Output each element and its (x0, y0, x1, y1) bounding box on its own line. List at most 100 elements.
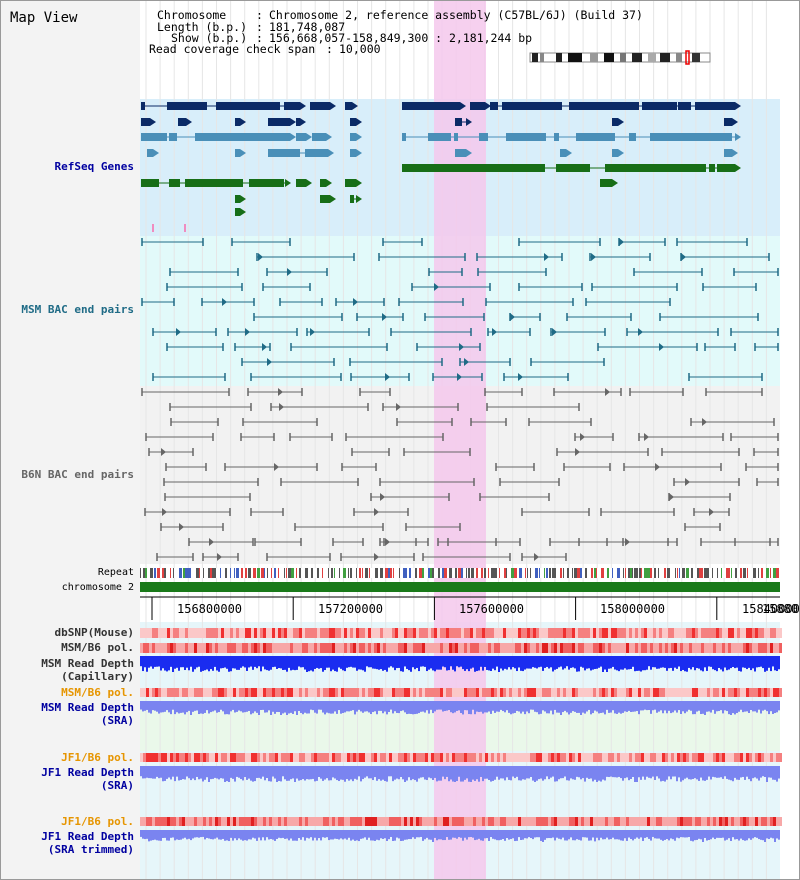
heat-cell (779, 753, 782, 762)
depth-bar (696, 766, 698, 780)
jf1-depth-trim-label[interactable]: JF1 Read Depth (SRA trimmed) (41, 830, 134, 856)
depth-bar (610, 656, 612, 669)
gene-exon (285, 133, 290, 141)
depth-bar (642, 766, 644, 777)
heat-cell (527, 753, 530, 762)
gene-exon (296, 133, 306, 141)
msm-depth-cap-label[interactable]: MSM Read Depth (Capillary) (41, 657, 134, 683)
depth-bar (150, 656, 152, 667)
gene-strand-arrow (306, 179, 312, 187)
jf1-b6-pol-label[interactable]: JF1/B6 pol. (61, 751, 134, 764)
depth-bar (424, 656, 426, 667)
repeat-element (669, 568, 670, 578)
depth-bar (298, 701, 300, 712)
depth-bar (458, 766, 460, 777)
depth-bar (428, 701, 430, 714)
msm-b6-pol2-label[interactable]: MSM/B6 pol. (61, 686, 134, 699)
depth-bar (442, 701, 444, 712)
depth-bar (440, 766, 442, 781)
depth-bar (658, 656, 660, 669)
gene-exon (238, 179, 243, 187)
heat-cell (461, 643, 464, 653)
coverage-value: 10,000 (339, 42, 381, 56)
heat-cell (719, 753, 722, 762)
heat-cell (638, 817, 641, 826)
depth-bar (586, 701, 588, 712)
heat-cell (656, 817, 659, 826)
depth-bar (752, 830, 754, 839)
depth-bar (174, 766, 176, 782)
heat-cell (431, 817, 434, 826)
depth-bar (230, 830, 232, 838)
heat-cell (758, 688, 761, 697)
repeat-element (560, 568, 562, 578)
msm-depth-sra-label[interactable]: MSM Read Depth (SRA) (41, 701, 134, 727)
heat-cell (353, 688, 356, 697)
heat-cell (473, 688, 476, 697)
repeat-element (248, 568, 251, 578)
depth-bar (396, 830, 398, 838)
heat-cell (278, 643, 281, 653)
depth-bar (534, 830, 536, 838)
depth-bar (304, 766, 306, 781)
depth-bar (756, 701, 758, 713)
depth-bar (332, 766, 334, 778)
heat-cell (512, 688, 515, 697)
ideogram-band (532, 53, 538, 62)
depth-bar (594, 701, 596, 711)
depth-bar (310, 766, 312, 780)
depth-bar (514, 830, 516, 842)
heat-cell (359, 817, 362, 826)
depth-bar (438, 701, 440, 710)
depth-bar (206, 701, 208, 711)
coverage-label: Read coverage check span (149, 42, 316, 56)
depth-bar (454, 766, 456, 782)
depth-bar (160, 830, 162, 841)
depth-bar (242, 701, 244, 713)
repeat-element (552, 568, 555, 578)
heat-cell (371, 643, 374, 653)
heat-cell (215, 753, 218, 762)
heat-cell (605, 688, 608, 697)
gene-exon (651, 102, 667, 110)
depth-bar (566, 701, 568, 713)
gene-exon (345, 179, 356, 187)
heat-cell (644, 628, 647, 638)
repeat-element (444, 568, 447, 578)
depth-bar (148, 830, 150, 842)
gene-strand-arrow (735, 102, 741, 110)
msm-bac-track-label[interactable]: MSM BAC end pairs (21, 303, 134, 316)
msm-b6-pol-label[interactable]: MSM/B6 pol. (61, 641, 134, 654)
ideogram-band (648, 53, 656, 62)
heat-cell (311, 643, 314, 653)
heat-cell (392, 628, 395, 638)
bac-end-arrow (552, 328, 557, 336)
depth-bar (294, 766, 296, 782)
depth-bar (428, 830, 430, 840)
refseq-track-label[interactable]: RefSeq Genes (54, 160, 134, 173)
depth-bar (330, 830, 332, 840)
jf1-depth-sra-label[interactable]: JF1 Read Depth (SRA) (41, 766, 134, 792)
depth-bar (310, 701, 312, 710)
heat-cell (353, 753, 356, 762)
heat-cell (701, 753, 704, 762)
depth-bar (680, 656, 682, 672)
heat-cell (170, 688, 173, 697)
depth-bar (436, 656, 438, 670)
heat-cell (167, 817, 170, 826)
depth-bar (232, 766, 234, 779)
jf1-b6-pol2-label[interactable]: JF1/B6 pol. (61, 815, 134, 828)
heat-cell (386, 817, 389, 826)
bac-end-arrow (385, 373, 390, 381)
depth-bar (326, 766, 328, 779)
dbsnp-track-label[interactable]: dbSNP(Mouse) (54, 626, 134, 639)
heat-cell (434, 688, 437, 697)
heat-cell (506, 688, 509, 697)
depth-bar (540, 830, 542, 841)
heat-cell (686, 688, 689, 697)
depth-bar (726, 656, 728, 671)
b6n-bac-track-label[interactable]: B6N BAC end pairs (21, 468, 134, 481)
bac-end-arrow (709, 508, 714, 516)
heat-cell (536, 817, 539, 826)
depth-bar (516, 656, 518, 672)
